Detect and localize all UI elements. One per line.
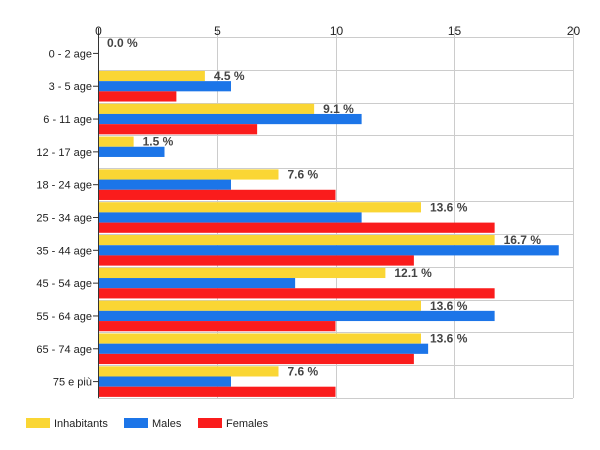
- bar-males-6: [98, 245, 559, 256]
- bar-males-1: [98, 81, 231, 92]
- data-label-6: 16.7 %: [504, 233, 542, 247]
- category-label-5: 25 - 34 age: [36, 213, 92, 225]
- bar-inhabitants-6: [98, 235, 495, 246]
- bar-females-8: [98, 321, 336, 332]
- bar-inhabitants-4: [98, 169, 279, 180]
- category-label-0: 0 - 2 age: [49, 48, 92, 60]
- data-label-1: 4.5 %: [214, 69, 245, 83]
- category-label-1: 3 - 5 age: [49, 81, 92, 93]
- data-label-9: 13.6 %: [430, 332, 468, 346]
- legend-swatch-males: [124, 418, 148, 428]
- bar-inhabitants-1: [98, 70, 205, 82]
- x-tick-label-10: 10: [330, 24, 344, 38]
- bar-males-7: [98, 278, 296, 289]
- category-label-8: 55 - 64 age: [36, 311, 92, 323]
- x-tick-label-5: 5: [214, 24, 221, 38]
- bars: [98, 70, 559, 397]
- bar-females-4: [98, 189, 336, 200]
- bar-males-10: [98, 376, 231, 387]
- bar-inhabitants-10: [98, 366, 279, 377]
- data-label-2: 9.1 %: [323, 102, 354, 116]
- data-label-5: 13.6 %: [430, 200, 468, 214]
- bar-males-3: [98, 146, 165, 157]
- bar-males-8: [98, 310, 495, 322]
- category-label-4: 18 - 24 age: [36, 180, 92, 192]
- bar-inhabitants-5: [98, 202, 421, 213]
- bar-inhabitants-7: [98, 267, 386, 279]
- legend-label-females: Females: [226, 418, 269, 430]
- bar-females-7: [98, 288, 495, 299]
- bar-males-9: [98, 343, 429, 354]
- category-label-7: 45 - 54 age: [36, 278, 92, 290]
- bar-males-2: [98, 113, 362, 125]
- category-label-9: 65 - 74 age: [36, 344, 92, 356]
- bar-females-6: [98, 255, 414, 266]
- legend-swatch-inhabitants: [26, 418, 50, 428]
- bar-inhabitants-8: [98, 300, 421, 311]
- category-label-2: 6 - 11 age: [43, 114, 92, 126]
- category-label-10: 75 e più: [53, 377, 92, 389]
- bar-females-10: [98, 386, 336, 397]
- bar-males-4: [98, 179, 231, 190]
- bar-females-1: [98, 91, 177, 102]
- bar-males-5: [98, 212, 362, 223]
- x-tick-label-15: 15: [448, 24, 462, 38]
- category-label-3: 12 - 17 age: [36, 147, 92, 159]
- data-label-8: 13.6 %: [430, 299, 468, 313]
- grid-lines: [98, 28, 574, 399]
- axes: [93, 28, 99, 398]
- bar-females-9: [98, 353, 414, 365]
- data-label-0: 0.0 %: [107, 36, 138, 50]
- labels: 0 5 10 15 20 0.0 % 4.5 % 9.1 % 1.5 % 7.6 % 13.6 % 1…: [36, 24, 580, 389]
- data-label-3: 1.5 %: [143, 135, 174, 149]
- x-tick-label-0: 0: [95, 24, 102, 38]
- data-label-4: 7.6 %: [288, 167, 319, 181]
- bar-inhabitants-9: [98, 333, 421, 344]
- legend-label-inhabitants: Inhabitants: [54, 418, 108, 430]
- x-tick-label-20: 20: [567, 24, 581, 38]
- bar-females-2: [98, 124, 258, 135]
- legend-label-males: Males: [152, 418, 182, 430]
- category-label-6: 35 - 44 age: [36, 245, 92, 257]
- bar-females-5: [98, 222, 495, 233]
- bar-inhabitants-2: [98, 103, 315, 114]
- legend-swatch-females: [198, 418, 222, 428]
- data-label-7: 12.1 %: [394, 266, 432, 280]
- data-label-10: 7.6 %: [288, 364, 319, 378]
- bar-inhabitants-3: [98, 136, 134, 147]
- legend: Inhabitants Males Females: [26, 418, 269, 430]
